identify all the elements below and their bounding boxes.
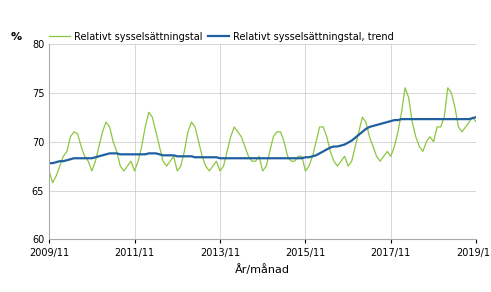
Relativt sysselsättningstal — [317, 125, 323, 129]
Relativt sysselsättningstal, trend — [473, 115, 479, 119]
Relativt sysselsättningstal — [473, 120, 479, 124]
Relativt sysselsättningstal — [50, 181, 55, 185]
Relativt sysselsättningstal — [149, 115, 155, 119]
Relativt sysselsättningstal — [46, 169, 52, 173]
Relativt sysselsättningstal, trend — [228, 157, 234, 160]
Relativt sysselsättningstal, trend — [313, 154, 319, 157]
Relativt sysselsättningstal — [338, 159, 344, 163]
Relativt sysselsättningstal, trend — [46, 161, 52, 165]
Relativt sysselsättningstal, trend — [146, 152, 152, 155]
Relativt sysselsättningstal, trend — [445, 117, 451, 121]
Legend: Relativt sysselsättningstal, Relativt sysselsättningstal, trend: Relativt sysselsättningstal, Relativt sy… — [49, 32, 394, 42]
Relativt sysselsättningstal — [452, 106, 458, 109]
X-axis label: År/månad: År/månad — [235, 264, 290, 275]
Relativt sysselsättningstal — [92, 159, 98, 163]
Relativt sysselsättningstal, trend — [334, 145, 340, 148]
Relativt sysselsättningstal — [231, 125, 237, 129]
Line: Relativt sysselsättningstal, trend: Relativt sysselsättningstal, trend — [49, 117, 476, 163]
Line: Relativt sysselsättningstal: Relativt sysselsättningstal — [49, 88, 476, 183]
Relativt sysselsättningstal — [402, 86, 408, 90]
Relativt sysselsättningstal, trend — [89, 157, 95, 160]
Text: %: % — [11, 32, 22, 42]
